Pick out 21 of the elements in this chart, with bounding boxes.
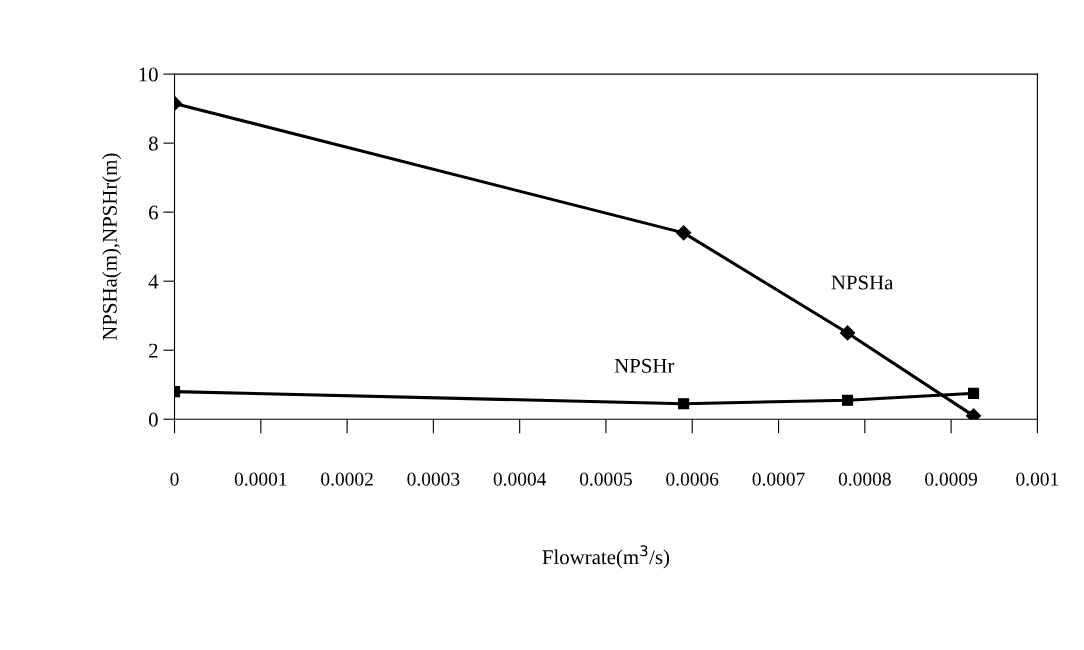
x-tick-label: 0.0004 xyxy=(493,472,547,486)
x-tick-label: 0.0008 xyxy=(838,472,891,486)
y-tick-label: 2 xyxy=(149,343,158,358)
y-tick-label: 6 xyxy=(149,205,158,220)
x-tick-label: 0 xyxy=(170,472,179,486)
x-tick-label: 0.0003 xyxy=(407,472,460,486)
x-tick-label: 0.0005 xyxy=(579,472,632,486)
x-tick-label: 0.0007 xyxy=(752,472,805,486)
x-tick-label: 0.001 xyxy=(1016,472,1059,486)
y-tick-label: 8 xyxy=(148,136,158,151)
y-tick-label: 4 xyxy=(148,274,159,289)
series-label: NPSHr xyxy=(614,358,675,373)
series-label: NPSHa xyxy=(831,275,894,290)
x-axis-title: Flowrate(m$^{3}$/s) xyxy=(542,545,670,569)
y-tick-label: 10 xyxy=(139,67,158,82)
y-tick-label: 0 xyxy=(148,412,158,427)
y-axis-title: NPSHa(m),NPSHr(m) xyxy=(102,153,122,341)
x-tick-label: 0.0001 xyxy=(234,472,287,486)
x-tick-label: 0.0006 xyxy=(666,472,719,486)
x-tick-label: 0.0009 xyxy=(925,472,978,486)
x-tick-label: 0.0002 xyxy=(321,472,373,486)
